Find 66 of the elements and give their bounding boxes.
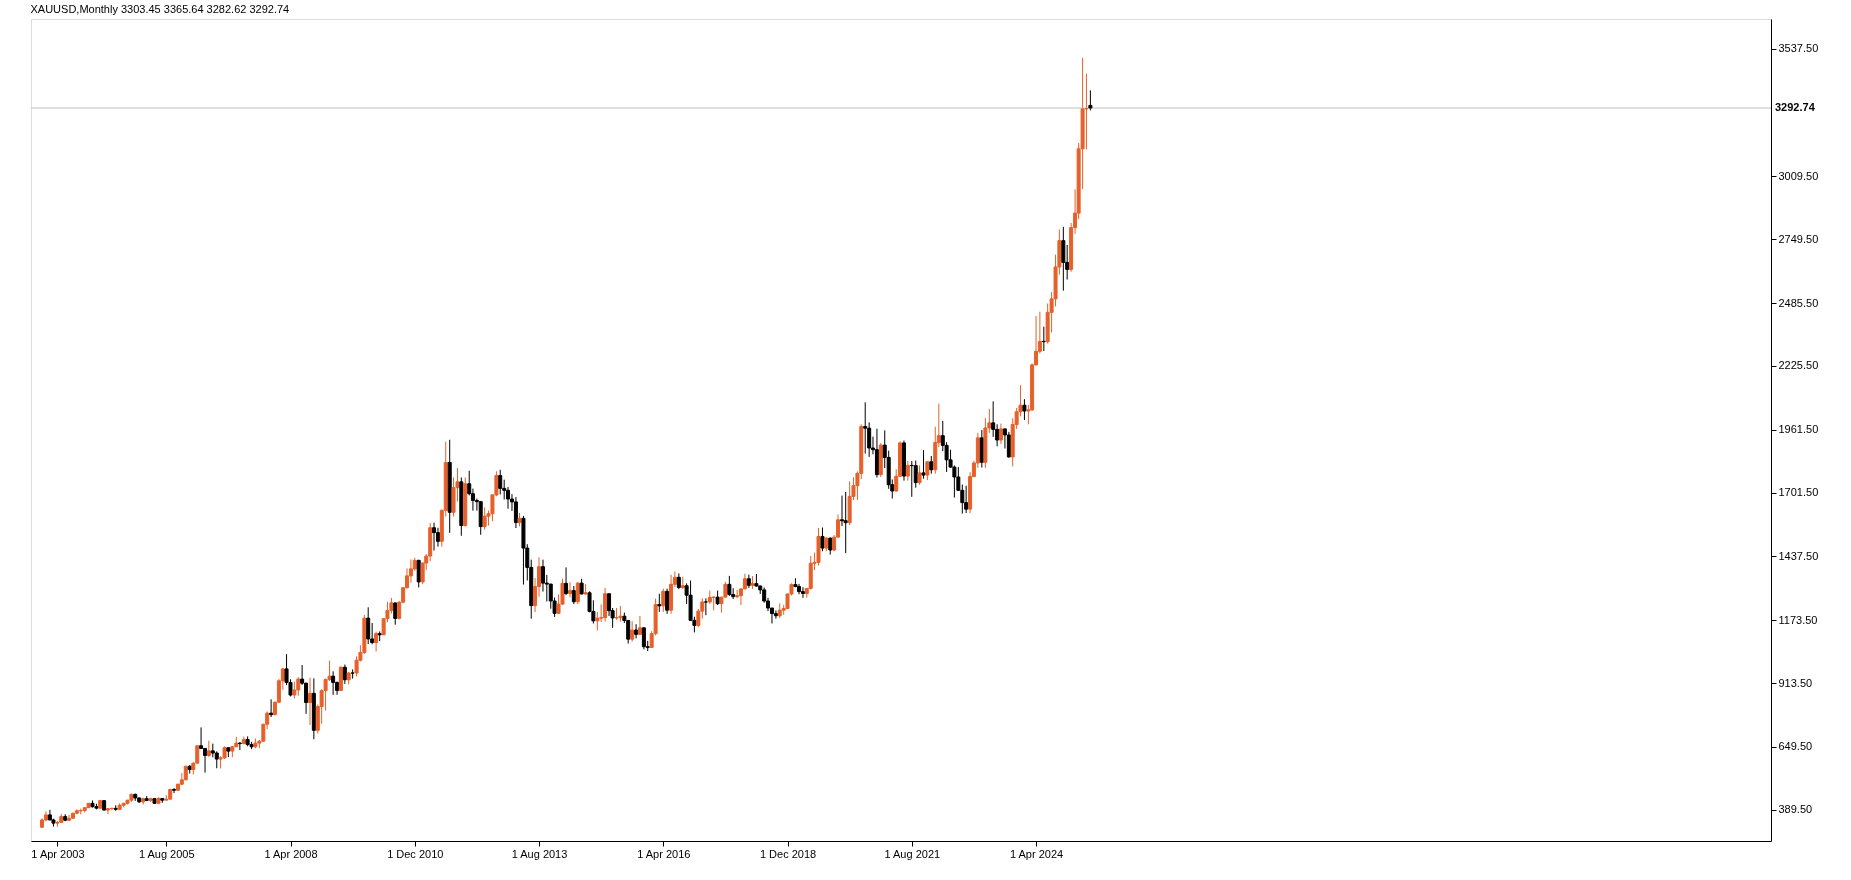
candlestick <box>1022 398 1027 421</box>
y-tick-label: 2485.50 <box>1778 296 1819 309</box>
candlestick <box>703 597 708 616</box>
candlestick <box>634 623 639 639</box>
candlestick <box>921 449 926 480</box>
candlestick <box>773 609 778 620</box>
x-tick-label: 1 Aug 2021 <box>884 847 941 860</box>
y-tick-label: 3009.50 <box>1778 169 1819 182</box>
x-tick-label: 1 Apr 2008 <box>264 847 318 860</box>
x-tick-label: 1 Aug 2013 <box>511 847 568 860</box>
candlestick <box>172 787 177 794</box>
candlestick <box>338 666 343 692</box>
candlestick <box>366 606 371 645</box>
y-tick-label: 1961.50 <box>1778 423 1819 436</box>
candlestick <box>917 464 922 486</box>
x-tick-label: 1 Dec 2010 <box>387 847 444 860</box>
y-tick-label: 913.50 <box>1778 676 1813 689</box>
x-tick-label: 1 Apr 2016 <box>637 847 691 860</box>
y-tick-label: 649.50 <box>1778 740 1813 753</box>
candlestick <box>206 740 211 758</box>
candlestick <box>964 485 969 514</box>
candlestick <box>408 558 413 584</box>
candlestick <box>905 460 910 482</box>
candlestick <box>296 676 301 697</box>
candlestick <box>571 585 576 605</box>
y-tick-label: 3537.50 <box>1778 42 1819 55</box>
y-tick-label: 1173.50 <box>1778 613 1818 626</box>
candlestick <box>1088 89 1093 111</box>
candlestick <box>308 677 313 726</box>
x-tick-label: 1 Dec 2018 <box>759 847 817 860</box>
x-tick-label: 1 Apr 2003 <box>31 847 85 860</box>
y-tick-label: 1437.50 <box>1778 549 1819 562</box>
candlestick <box>998 423 1003 445</box>
candlestick <box>843 491 848 554</box>
candlestick <box>1006 431 1011 459</box>
candlestick <box>925 460 930 481</box>
candlestick <box>432 522 437 551</box>
candlestick <box>641 626 646 650</box>
candlestick <box>498 469 503 495</box>
candlestick <box>1084 73 1089 151</box>
candlestick <box>568 581 573 598</box>
candlestick <box>800 586 805 599</box>
candlestick <box>863 401 868 455</box>
candlestick <box>203 747 208 774</box>
candlestick <box>909 460 914 498</box>
x-tick-label: 1 Apr 2024 <box>1009 847 1064 860</box>
y-tick-label: 2749.50 <box>1778 232 1819 245</box>
ref-line-label: 3292.74 <box>1775 101 1816 114</box>
candlestick <box>342 664 347 685</box>
candlestick <box>665 588 670 615</box>
candlestick <box>657 593 662 613</box>
candlestick <box>435 527 440 548</box>
candlestick <box>630 620 635 643</box>
candlestick <box>603 587 608 623</box>
candlestick <box>661 588 666 613</box>
candlestick <box>1061 226 1066 292</box>
candlestick <box>637 615 642 636</box>
y-tick-label: 2225.50 <box>1778 359 1819 372</box>
x-tick-label: 1 Aug 2005 <box>138 847 195 860</box>
candlestick <box>354 655 359 677</box>
candlestick <box>105 807 110 815</box>
chart-title: XAUUSD,Monthly 3303.45 3365.64 3282.62 3292.74 <box>30 3 290 15</box>
y-tick-label: 389.50 <box>1778 803 1813 816</box>
candlestick <box>727 575 732 597</box>
y-tick-label: 1701.50 <box>1778 486 1819 499</box>
candlestick <box>237 741 242 751</box>
